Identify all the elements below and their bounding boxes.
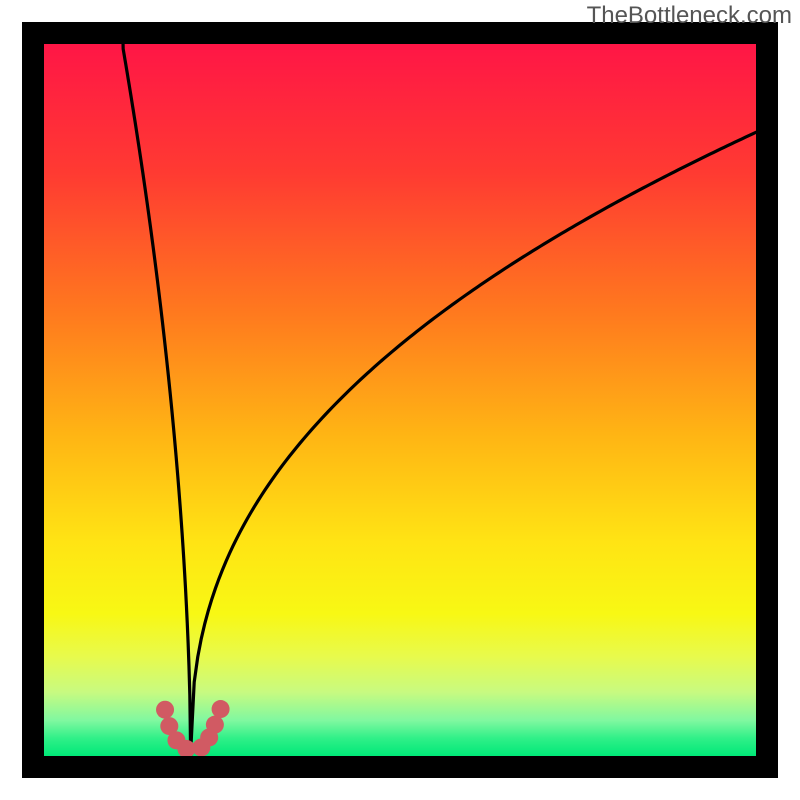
plot-background — [44, 44, 756, 756]
chart-root: TheBottleneck.com — [0, 0, 800, 800]
watermark-text: TheBottleneck.com — [587, 2, 792, 30]
curve-marker — [156, 701, 174, 719]
curve-marker — [212, 700, 230, 718]
bottleneck-chart — [0, 0, 800, 800]
curve-marker — [206, 716, 224, 734]
